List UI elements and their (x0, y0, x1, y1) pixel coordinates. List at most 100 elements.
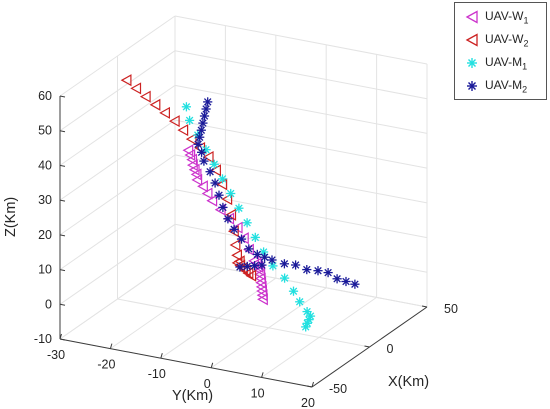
z-tick-label: 40 (38, 158, 52, 172)
y-tick-label: -30 (47, 348, 65, 362)
asterisk-icon (467, 81, 477, 91)
data-point (235, 262, 245, 272)
data-point (177, 124, 189, 137)
asterisk-stroke (230, 225, 238, 234)
data-point (229, 224, 239, 234)
z-tick-mark (59, 338, 66, 341)
data-point (267, 255, 277, 265)
x-tick-mark (364, 345, 370, 348)
axes-layer (59, 95, 428, 388)
grid-line (174, 223, 428, 273)
z-tick-label: 20 (38, 228, 52, 242)
data-point (231, 249, 242, 262)
data-point (295, 297, 305, 307)
data-point (159, 106, 170, 119)
grid-line (59, 223, 176, 305)
data-point (301, 322, 311, 332)
data-point (257, 293, 268, 306)
data-point (257, 260, 267, 270)
data-point (197, 180, 208, 193)
tick-labels: -10 0 10 20 30 40 50 60 -30 -20 -10 0 10 20 -50 0 50 (34, 89, 458, 409)
data-point (198, 118, 208, 128)
grid-line (174, 119, 428, 169)
data-point (231, 221, 243, 234)
data-point (193, 139, 203, 149)
asterisk-stroke (245, 245, 253, 253)
legend-item-uav-m2: UAV-M2 (461, 76, 527, 96)
z-tick-label: 0 (45, 297, 52, 311)
asterisk-stroke (301, 323, 310, 331)
asterisk-stroke (291, 261, 300, 269)
data-point (195, 132, 205, 142)
z-tick-mark (59, 269, 66, 272)
data-point (197, 147, 207, 157)
data-point (181, 102, 191, 112)
data-point (244, 244, 254, 254)
data-point (236, 234, 247, 244)
data-point (190, 168, 202, 181)
data-point (341, 276, 351, 287)
data-point (234, 203, 244, 213)
data-point (196, 125, 206, 135)
y-tick-label: -20 (97, 358, 115, 372)
legend: UAV-W1 UAV-W2 UAV-M1 (454, 2, 547, 100)
grid-line (210, 287, 327, 369)
data-point (210, 164, 221, 177)
data-point (252, 260, 264, 273)
asterisk-stroke (210, 160, 218, 169)
legend-item-uav-w2: UAV-W2 (461, 30, 528, 50)
z-tick-label: -10 (34, 332, 52, 346)
asterisk-stroke (295, 298, 304, 306)
triangle-left-icon (465, 10, 478, 24)
asterisk-stroke (280, 260, 289, 268)
data-point (323, 268, 333, 278)
asterisk-stroke (237, 235, 246, 243)
grid-line (59, 50, 176, 132)
z-axis-label: Z(Km) (3, 197, 19, 237)
data-point (149, 98, 161, 111)
asterisk-stroke (195, 133, 204, 141)
asterisk-stroke (236, 263, 244, 271)
data-point (210, 178, 220, 188)
asterisk-stroke (303, 265, 311, 274)
asterisk-stroke (224, 215, 232, 223)
grid-layer (59, 15, 428, 388)
data-point (130, 82, 142, 95)
data-point (250, 261, 260, 271)
data-point (186, 153, 198, 166)
asterisk-stroke (185, 116, 194, 125)
grid-line (59, 258, 176, 340)
grid-line (261, 296, 377, 378)
asterisk-stroke (197, 126, 206, 134)
data-point (245, 269, 257, 282)
asterisk-stroke (203, 98, 212, 106)
data-point (302, 265, 312, 275)
triangle-left-icon (465, 33, 478, 47)
grid-line (117, 298, 370, 348)
asterisk-stroke (219, 203, 227, 212)
asterisk-stroke (251, 233, 260, 242)
z-tick-label: 30 (38, 193, 52, 207)
series-uav-m2 (193, 97, 360, 289)
asterisk-stroke (197, 148, 206, 157)
grid-line (174, 50, 428, 100)
asterisk-stroke (215, 191, 223, 199)
x-tick-label: 50 (444, 302, 458, 316)
legend-item-uav-m1: UAV-M1 (461, 53, 527, 73)
z-tick-mark (59, 303, 66, 306)
data-point (242, 218, 252, 228)
asterisk-stroke (324, 268, 332, 277)
asterisk-stroke (303, 307, 311, 316)
data-point (226, 188, 236, 199)
asterisk-stroke (202, 105, 210, 113)
data-point (202, 150, 214, 164)
z-tick-label: 50 (38, 124, 52, 138)
z-tick-mark (59, 234, 66, 237)
asterisk-stroke (182, 103, 191, 111)
y-tick-label: 10 (251, 386, 265, 400)
data-point (214, 190, 224, 200)
data-point (313, 266, 323, 276)
legend-label-uav-m1: UAV-M1 (485, 54, 528, 72)
